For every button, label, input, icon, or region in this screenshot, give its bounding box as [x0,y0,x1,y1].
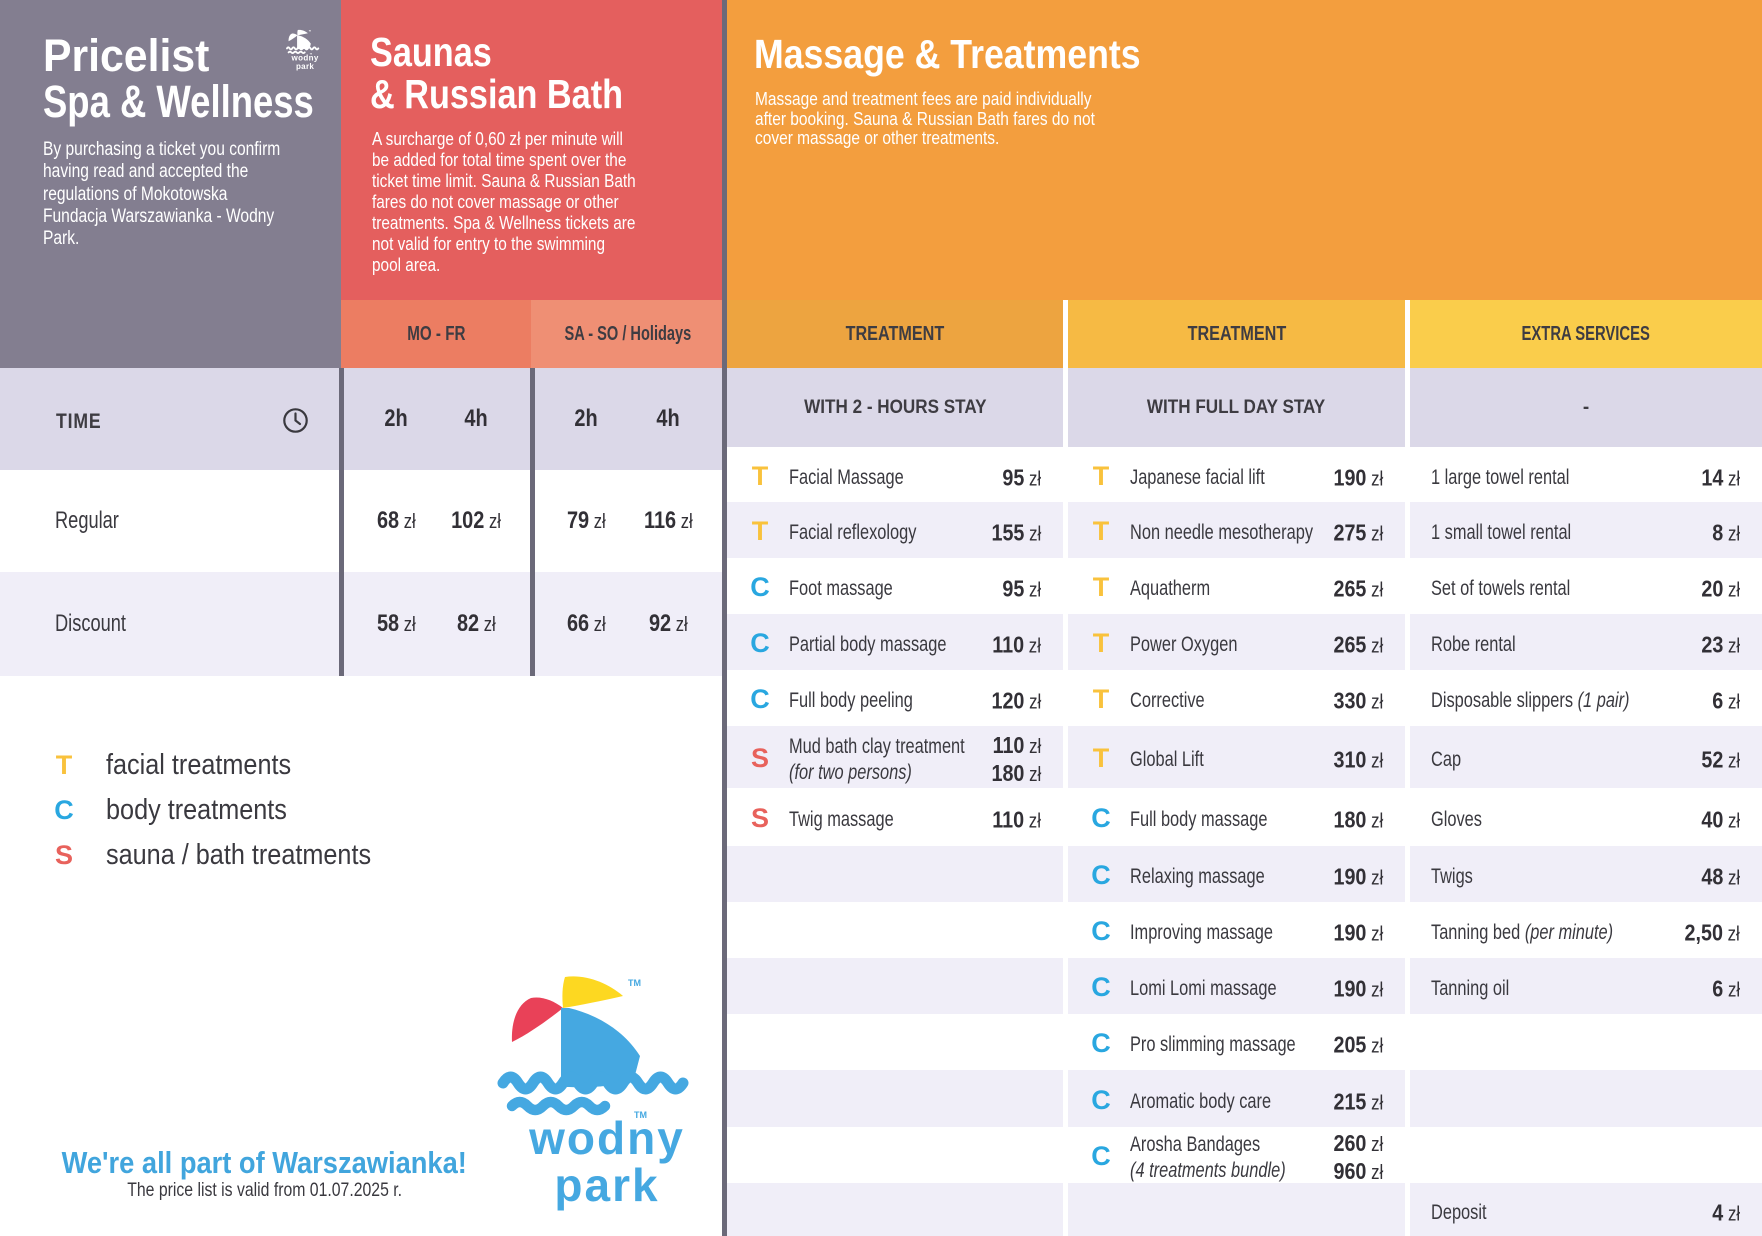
svg-text:park: park [554,1159,659,1211]
svg-text:TM: TM [634,1110,647,1120]
svg-text:park: park [296,62,314,71]
svg-text:wodny: wodny [291,54,319,63]
svg-text:wodny: wodny [528,1112,685,1164]
svg-text:TM: TM [309,31,312,33]
svg-text:TM: TM [310,53,313,55]
svg-text:TM: TM [628,978,641,988]
